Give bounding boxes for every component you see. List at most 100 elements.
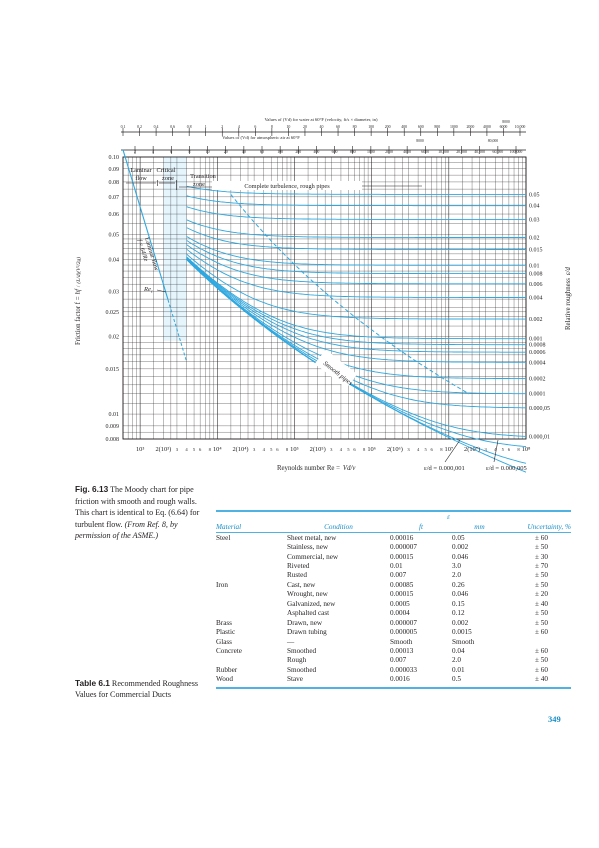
rec-label: Rec bbox=[143, 286, 153, 294]
table-cell: 0.04 bbox=[452, 646, 465, 655]
top-water-tick: 0.1 bbox=[121, 125, 126, 129]
table-row: Brass Drawn, new 0.000007 0.002 ± 50 bbox=[216, 618, 571, 627]
critical-zone-shade bbox=[163, 157, 187, 341]
table-cell: ± 40 bbox=[535, 599, 548, 608]
table-cell: Glass bbox=[216, 637, 232, 646]
header-material: Material bbox=[216, 522, 287, 533]
roughness-curve bbox=[186, 240, 526, 275]
top-water-tick: 10,000 bbox=[515, 125, 526, 130]
table-body: Steel Sheet metal, new 0.00016 0.05 ± 60 Stai… bbox=[216, 533, 571, 685]
table-cell: Smooth bbox=[390, 637, 413, 646]
top-air-tick: 40,000 bbox=[474, 150, 485, 155]
header-uncertainty: Uncertainty, % bbox=[507, 522, 571, 533]
table-cell: ± 40 bbox=[535, 675, 548, 684]
region-complete-label: Complete turbulence, rough pipes bbox=[244, 183, 330, 190]
top-air-tick: 800 bbox=[350, 150, 356, 154]
roughness-curve bbox=[186, 258, 526, 363]
table-row: Asphalted cast 0.0004 0.12 ± 50 bbox=[216, 609, 571, 618]
x-tick-label: 10⁶ bbox=[367, 446, 376, 453]
region-transition-label: Transition bbox=[190, 173, 217, 180]
table-cell: ± 20 bbox=[535, 590, 548, 599]
table-cell: Wood bbox=[216, 675, 233, 684]
top-water-tick: 6000 bbox=[500, 125, 508, 129]
page-number: 349 bbox=[548, 714, 561, 724]
table-bottom-rule bbox=[216, 687, 571, 689]
rr-tick-label: 0.002 bbox=[529, 317, 543, 323]
y-tick-label: 0.05 bbox=[109, 232, 120, 238]
relative-roughness-axis: 0.05 0.04 0.03 0.02 0.015 0.01 0.008 0.006 0.004… bbox=[529, 192, 572, 440]
x-tick-label: 4 bbox=[417, 447, 420, 452]
top-water-tick: 2 bbox=[221, 125, 223, 129]
roughness-curve bbox=[186, 195, 526, 207]
y-tick-labels: 0.10 0.09 0.08 0.07 0.06 0.05 0.04 0.03 0.025 0.0… bbox=[106, 155, 120, 443]
roughness-curve bbox=[186, 253, 526, 320]
table-cell: 0.00015 bbox=[390, 552, 414, 561]
table-row: Commercial, new 0.00015 0.046 ± 30 bbox=[216, 552, 571, 561]
top-water-tick: 100 bbox=[368, 125, 374, 129]
x-tick-label: 10⁷ bbox=[445, 446, 454, 453]
table-cell: 0.007 bbox=[390, 656, 407, 665]
rr-tick-label: 0.05 bbox=[529, 192, 540, 198]
table-top-rule bbox=[216, 510, 571, 512]
y-tick-label: 0.04 bbox=[109, 257, 120, 263]
x-tick-label: 6 bbox=[276, 447, 279, 452]
y-tick-label: 0.06 bbox=[109, 212, 120, 218]
y-tick-label: 0.03 bbox=[109, 289, 120, 295]
top-air-tick: 2000 bbox=[385, 150, 393, 154]
y-tick-label: 0.10 bbox=[109, 155, 120, 161]
table-cell bbox=[507, 637, 571, 646]
y-tick-label: 0.015 bbox=[106, 367, 120, 373]
table-cell: ± 50 bbox=[535, 656, 548, 665]
top-air-tick: 10,000 bbox=[438, 150, 449, 155]
x-tick-label: 2(10³) bbox=[155, 446, 171, 453]
rr-tick-label: 0.001 bbox=[529, 337, 543, 343]
top-air-tick-row: 2 4 6 8 10 20 40 60 100 200 400 600 800 1000 2000 4000 6… bbox=[134, 146, 522, 155]
table-row: Glass — Smooth Smooth bbox=[216, 637, 571, 646]
laminar-line bbox=[122, 149, 169, 300]
region-critical-label-2: zone bbox=[162, 175, 174, 182]
x-tick-label: 2(10⁷) bbox=[464, 446, 480, 453]
x-tick-label: 10³ bbox=[136, 446, 144, 453]
rr-tick-label: 0.0008 bbox=[529, 343, 546, 349]
table-caption-label: Table 6.1 bbox=[75, 678, 110, 688]
top-air-tick: 60 bbox=[260, 150, 264, 154]
header-condition: Condition bbox=[287, 522, 390, 533]
table-cell: 0.046 bbox=[452, 552, 469, 561]
table-cell: Iron bbox=[216, 580, 228, 589]
rr-tick-labels: 0.05 0.04 0.03 0.02 0.015 0.01 0.008 0.006 0.004… bbox=[529, 192, 550, 440]
top-axes: Values of (Vd) for water at 60°F (veloci… bbox=[121, 117, 526, 155]
top-water-tick: 0.4 bbox=[154, 125, 159, 129]
table-cell: ± 30 bbox=[535, 552, 548, 561]
roughness-curve bbox=[186, 258, 526, 380]
top-air-tick: 4 bbox=[152, 150, 154, 154]
y-tick-label: 0.025 bbox=[106, 310, 120, 316]
table-cell: 0.0005 bbox=[390, 599, 410, 608]
table-cell: 0.12 bbox=[452, 609, 465, 618]
y-tick-label: 0.08 bbox=[109, 180, 120, 186]
roughness-curve bbox=[186, 259, 526, 409]
top-air-tick: 60,000 bbox=[493, 150, 504, 155]
table-cell: 0.01 bbox=[390, 562, 403, 571]
table-header-row-2: Material Condition ft mm Uncertainty, % bbox=[216, 522, 571, 533]
x-tick-label: 4 bbox=[340, 447, 343, 452]
top-water-tick: 0.2 bbox=[137, 125, 142, 129]
top-air-tick: 600 bbox=[332, 150, 338, 154]
x-tick-label: 8 bbox=[286, 447, 289, 452]
table-cell: 2.0 bbox=[452, 656, 461, 665]
table-cell: Smoothed bbox=[287, 665, 317, 674]
x-tick-label: 2(10⁴) bbox=[232, 446, 248, 453]
y-tick-label: 0.09 bbox=[109, 167, 120, 173]
x-axis: 10³ 2(10³) 3 4 5 6 8 10⁴ 2(10⁴) 3 4 5 6 8 10⁵ 2(10⁵) 3 4 5… bbox=[136, 439, 530, 472]
plot-frame bbox=[122, 156, 527, 440]
rr-axis-label: Relative roughnessε/d bbox=[565, 267, 572, 330]
table-row: Plastic Drawn tubing 0.000005 0.0015 ± 60 bbox=[216, 627, 571, 636]
roughness-curve bbox=[186, 206, 526, 220]
table-cell: 0.05 bbox=[452, 533, 465, 542]
table-cell: ± 60 bbox=[535, 628, 548, 637]
top-water-tick: 80 bbox=[353, 125, 357, 129]
x-tick-label: 4 bbox=[185, 447, 188, 452]
figure-caption: Fig. 6.13 The Moody chart for pipe frict… bbox=[75, 484, 213, 542]
top-air-tick: 1000 bbox=[367, 150, 375, 154]
table-cell: 0.01 bbox=[452, 665, 465, 674]
x-tick-label: 3 bbox=[176, 447, 179, 452]
